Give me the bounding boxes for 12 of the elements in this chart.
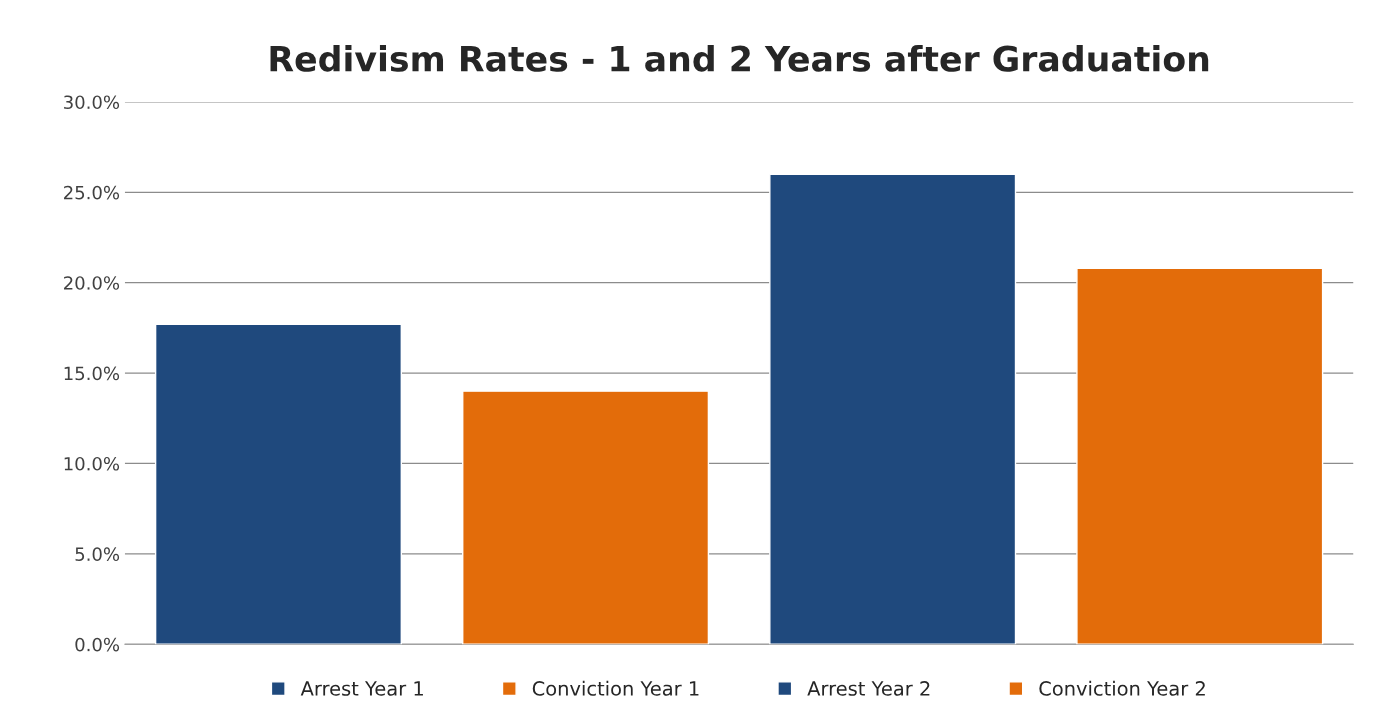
y-tick-label: 25.0% [64, 185, 120, 200]
legend-label: Conviction Year 1 [532, 680, 699, 696]
legend-label: Conviction Year 2 [1039, 680, 1205, 696]
y-tick-label: 30.0% [64, 95, 120, 110]
y-tick-label: 10.0% [64, 456, 120, 471]
y-tick-label: 15.0% [64, 366, 120, 381]
legend-label: Arrest Year 2 [807, 681, 930, 696]
y-tick-label: 5.0% [75, 547, 120, 561]
y-tick-label: 20.0% [64, 276, 120, 290]
y-tick-label: 0.0% [75, 637, 120, 652]
chart-title: Redivism Rates - 1 and 2 Years after Graduation [270, 44, 1209, 72]
legend-label: Arrest Year 1 [300, 681, 423, 696]
